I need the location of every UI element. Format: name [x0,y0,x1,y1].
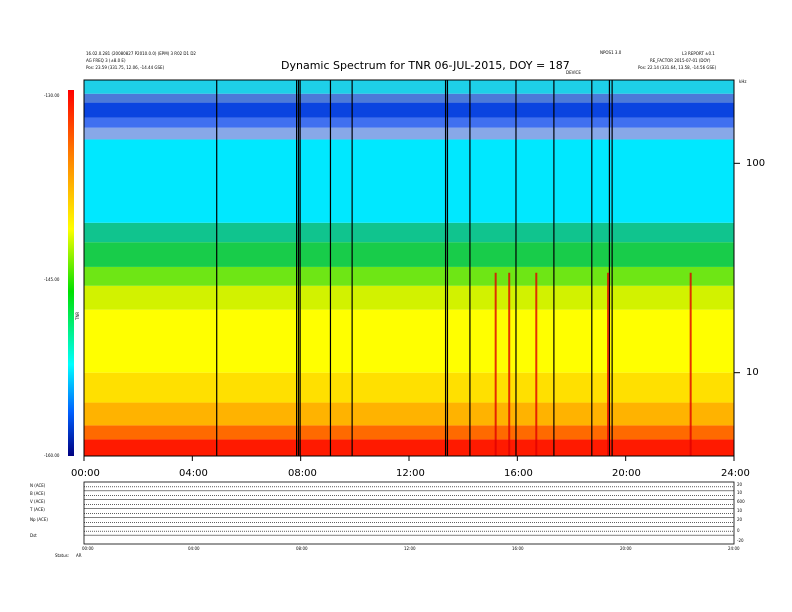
spectrum-band [84,266,734,286]
spectrum-band [84,102,734,118]
x-tick-label: 20:00 [612,468,641,479]
panel-x-tick: 16:00 [512,546,524,551]
axis-ticks [83,162,740,461]
colorbar-tick-mid: -145.00 [44,277,60,282]
spectrum-band [84,285,734,310]
panel-right-value: -20 [737,538,744,543]
header-position-left: Pos: 23.59 (331.75, 12.06, -14.44 GSE) [86,65,165,70]
panel-label: V (ACE) [30,499,46,504]
panel-rows [84,486,734,536]
x-tick-label: 16:00 [504,468,533,479]
panel-label: Np (ACE) [30,517,48,522]
panel-right-value: 20 [737,517,743,522]
spectrum-band [84,127,734,140]
panel-label: B (ACE) [30,491,46,496]
panel-x-tick: 20:00 [620,546,632,551]
header-info-right-b: L3 REPORT ±0.1 [682,51,715,56]
header-position-right: Pos: 22.14 (331.64, 13.58, -14.56 GSE) [638,65,717,70]
radio-bursts [494,272,692,456]
panel-right-value: 600 [737,499,745,504]
spectrum-band [84,439,734,456]
chart-title: Dynamic Spectrum for TNR 06-JUL-2015, DO… [281,59,570,72]
spectrum-band [84,222,734,243]
x-tick-label: 00:00 [71,468,100,479]
x-tick-label: 08:00 [288,468,317,479]
panel-label: Dst [30,533,37,538]
status-label: Status: [55,553,70,558]
spectrum-band [84,80,734,94]
spectrum-band [84,402,734,426]
colorbar [68,90,74,456]
spectrum-band [84,93,734,103]
x-tick-label: 24:00 [721,468,750,479]
panel-x-tick: 00:00 [82,546,94,551]
status-value: AR [76,553,82,558]
marker-label: DEVICE [566,70,581,75]
panel-right-value: 0 [737,528,740,533]
spectrum-bands [84,80,734,456]
panel-x-tick: 12:00 [404,546,416,551]
panel-right-value: 10 [737,490,743,495]
panel-x-tick: 08:00 [296,546,308,551]
header-info-line2: AG FREQ 3 (±8.0 E) [86,58,126,63]
panel-x-tick: 24:00 [728,546,740,551]
spectrum-band [84,372,734,403]
spectrum-band [84,309,734,373]
panel-label: N (ACE) [30,483,46,488]
spectrum-band [84,117,734,128]
spectrum-band [84,425,734,440]
x-tick-label: 04:00 [179,468,208,479]
panel-right-value: 10 [737,508,743,513]
frequency-unit-label: kHz [739,79,747,84]
solar-wind-panels [83,481,735,545]
panel-label: T (ACE) [30,507,45,512]
header-info-right-c: RE_FACTOR 2015-07-01 (DOY) [650,58,711,63]
y-tick-10: 10 [746,367,759,378]
header-info-right-a: NPOS1 3.0 [600,50,622,55]
colorbar-tick-bottom: -160.00 [44,453,60,458]
spectrum-band [84,242,734,267]
header-info-line1: 16.02.0.281 (20080827 P2010.0.0) (EPM) 3… [86,51,196,56]
y-tick-100: 100 [746,158,766,169]
x-tick-label: 12:00 [396,468,425,479]
colorbar-tick-top: -130.00 [44,93,60,98]
panel-right-value: 20 [737,482,743,487]
spectrum-band [84,139,734,223]
panel-x-tick: 04:00 [188,546,200,551]
data-gap-lines [216,80,613,456]
